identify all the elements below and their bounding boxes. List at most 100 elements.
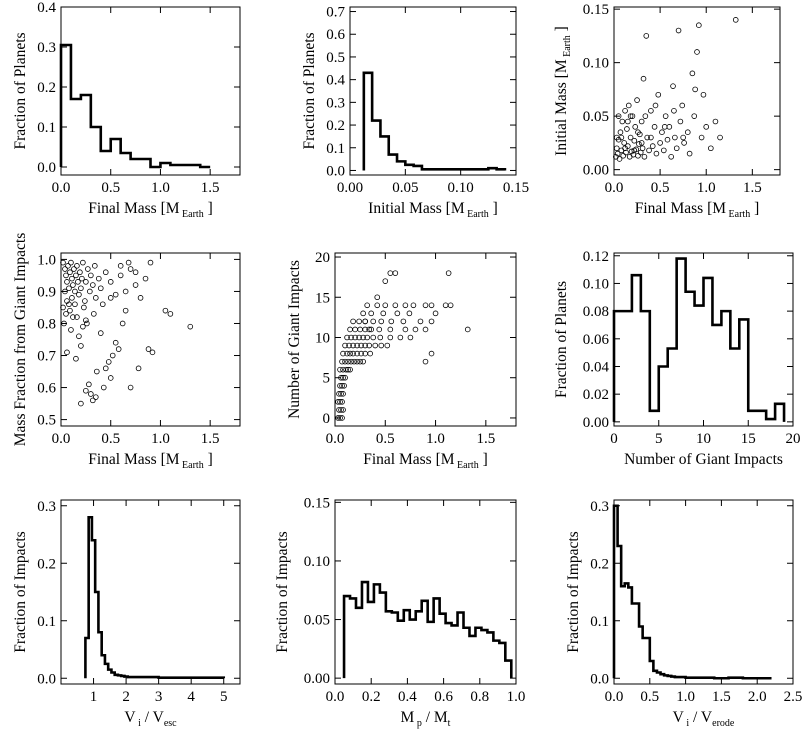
scatter-point	[338, 391, 344, 397]
x-axis-label: Final Mass [M Earth ]	[88, 451, 213, 471]
scatter-point	[82, 298, 88, 304]
histogram-bin	[469, 636, 475, 678]
scatter-point	[107, 279, 114, 285]
scatter-point	[69, 295, 75, 301]
scatter-point	[187, 323, 194, 330]
histogram-bin	[659, 366, 668, 421]
x-axis-label: Final Mass [M Earth ]	[88, 200, 213, 220]
scatter-point	[638, 140, 645, 146]
scatter-point	[657, 140, 663, 146]
scatter-point	[627, 113, 634, 119]
y-tick-label: 5	[323, 371, 331, 387]
scatter-point	[112, 291, 119, 298]
scatter-point	[132, 269, 139, 276]
scatter-point	[680, 134, 686, 141]
scatter-point	[122, 307, 129, 314]
scatter-point	[97, 330, 104, 336]
scatter-point	[402, 302, 409, 309]
scatter-point	[67, 269, 73, 276]
scatter-point	[648, 107, 654, 114]
scatter-point	[641, 154, 648, 160]
histogram-bin	[81, 95, 91, 167]
x-tick-label: 1.5	[712, 689, 731, 705]
scatter-point	[345, 358, 351, 365]
scatter-point	[354, 358, 360, 365]
scatter-point	[621, 140, 627, 146]
scatter-point	[61, 320, 67, 327]
x-tick-label: 1.5	[743, 180, 762, 196]
scatter-point	[717, 134, 723, 141]
scatter-point	[447, 302, 454, 309]
histogram-bin	[621, 586, 625, 678]
scatter-point	[63, 311, 69, 317]
scatter-point	[422, 302, 429, 309]
y-axis-label: Fraction of Impacts	[274, 531, 291, 652]
scatter-point	[342, 342, 348, 349]
x-tick-label: 1.0	[676, 689, 695, 705]
x-tick-label: 0.0	[605, 689, 624, 705]
scatter-point	[648, 134, 654, 141]
scatter-point	[432, 310, 439, 317]
scatter-point	[132, 282, 139, 288]
histogram-bin	[61, 45, 71, 167]
scatter-point	[338, 407, 344, 413]
histogram-bin	[695, 306, 704, 422]
scatter-point	[631, 147, 638, 154]
panel-7: 1 2 3 4 5 0.0 0.1 0.2 0.3 V i / Vesc Fraction of I…	[12, 499, 241, 729]
scatter-point	[378, 318, 385, 325]
scatter-point	[388, 318, 395, 325]
scatter-point	[615, 113, 622, 119]
scatter-point	[340, 391, 346, 397]
scatter-point	[347, 366, 353, 373]
scatter-point	[619, 118, 626, 125]
x-tick-label: 2	[122, 689, 130, 705]
x-tick-label: 4	[187, 689, 195, 705]
scatter-point	[115, 346, 122, 352]
scatter-point	[639, 145, 646, 152]
scatter-point	[362, 326, 368, 333]
scatter-point	[646, 147, 652, 154]
y-tick-label: 0.0	[37, 671, 56, 687]
x-tick-label: 0.0	[52, 431, 71, 447]
scatter-point	[78, 400, 84, 407]
histogram-bin	[775, 404, 784, 422]
x-tick-label: 0.4	[398, 689, 417, 705]
scatter-point	[340, 350, 346, 357]
scatter-point	[342, 374, 348, 381]
scatter-point	[643, 33, 650, 39]
scatter-point	[679, 102, 686, 109]
scatter-point	[356, 318, 362, 325]
scatter-point	[350, 350, 356, 357]
scatter-point	[732, 17, 739, 23]
scatter-point	[360, 358, 366, 365]
scatter-point	[79, 275, 85, 282]
y-tick-label: 0.9	[37, 284, 56, 300]
scatter-point	[341, 382, 347, 389]
y-tick-label: 0.0	[37, 160, 56, 176]
plot-frame	[334, 252, 517, 427]
panel-8: 0.0 0.2 0.4 0.6 0.8 1.0 0.00 0.05 0.10 0.15 M p / …	[274, 495, 525, 729]
x-tick-label: 2.0	[748, 689, 767, 705]
panel-4: 0.0 0.5 1.0 1.5 0.5 0.6 0.7 0.8 0.9 1.0 Final Mass…	[12, 233, 241, 471]
histogram-bin	[643, 638, 647, 678]
scatter-point	[107, 295, 114, 301]
panel-5: 0.0 0.5 1.0 1.5 0 5 10 15 20 Final Mass [M Earth …	[286, 250, 517, 471]
scatter-point	[410, 302, 417, 309]
histogram-bin	[712, 325, 721, 422]
y-tick-label: 0.1	[326, 141, 345, 157]
scatter-point	[127, 266, 134, 272]
x-tick-label: 1.5	[201, 180, 220, 196]
scatter-point	[99, 301, 106, 308]
scatter-point	[92, 263, 98, 269]
histogram-bin	[641, 311, 650, 422]
y-tick-label: 0.3	[326, 95, 345, 111]
scatter-point	[394, 310, 401, 317]
scatter-point	[90, 282, 96, 288]
histogram-bin	[677, 259, 686, 422]
y-tick-label: 15	[315, 290, 330, 306]
histogram-bin	[704, 278, 713, 422]
scatter-point	[445, 270, 452, 276]
scatter-point	[655, 91, 662, 98]
x-tick-label: 15	[741, 431, 756, 447]
scatter-point	[672, 134, 678, 141]
